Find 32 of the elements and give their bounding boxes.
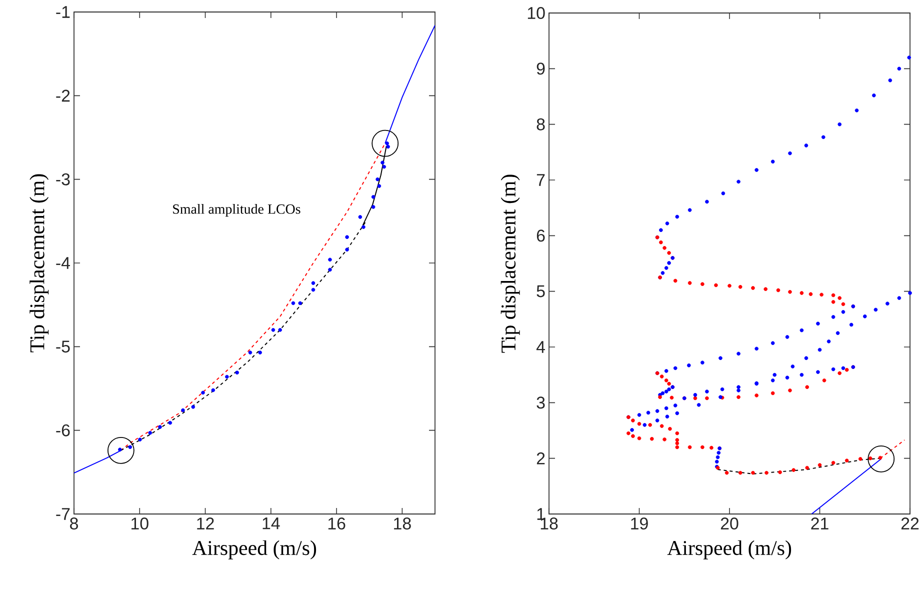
y-tick-label: -2: [56, 90, 70, 102]
y-tick-label: 6: [536, 230, 545, 242]
y-tick-label: 9: [536, 62, 545, 75]
y-tick-label: -7: [56, 508, 70, 520]
x-tick-label: 14: [262, 518, 280, 530]
y-axis-title: Tip displacement (m): [500, 174, 520, 353]
x-tick-label: 20: [720, 518, 738, 530]
y-tick-label: 5: [536, 285, 545, 298]
x-tick-label: 18: [540, 518, 558, 530]
y-tick-label: -3: [56, 173, 70, 186]
x-tick-label: 12: [197, 518, 214, 530]
y-tick-label: -6: [56, 424, 70, 436]
y-tick-label: 7: [536, 174, 545, 186]
x-axis-title: Airspeed (m/s): [192, 540, 316, 560]
x-tick-label: 21: [811, 518, 828, 530]
x-tick-label: 19: [631, 518, 648, 530]
x-tick-label: 16: [328, 518, 346, 530]
y-tick-label: 8: [536, 118, 545, 130]
x-tick-label: 22: [901, 518, 919, 530]
y-tick-label: 4: [536, 341, 545, 353]
x-tick-label: 8: [70, 518, 78, 530]
x-tick-label: 10: [132, 518, 148, 530]
y-tick-label: 3: [536, 396, 545, 409]
x-axis-title: Airspeed (m/s): [667, 540, 792, 560]
annotation: Small amplitude LCOs: [173, 204, 300, 217]
y-tick-label: -4: [56, 257, 70, 269]
y-tick-label: -5: [56, 340, 70, 353]
y-tick-label: 10: [528, 7, 545, 20]
y-axis-title: Tip displacement (m): [30, 174, 49, 352]
y-tick-label: 2: [536, 452, 545, 464]
y-tick-label: -1: [56, 6, 70, 18]
x-tick-label: 18: [394, 518, 411, 530]
